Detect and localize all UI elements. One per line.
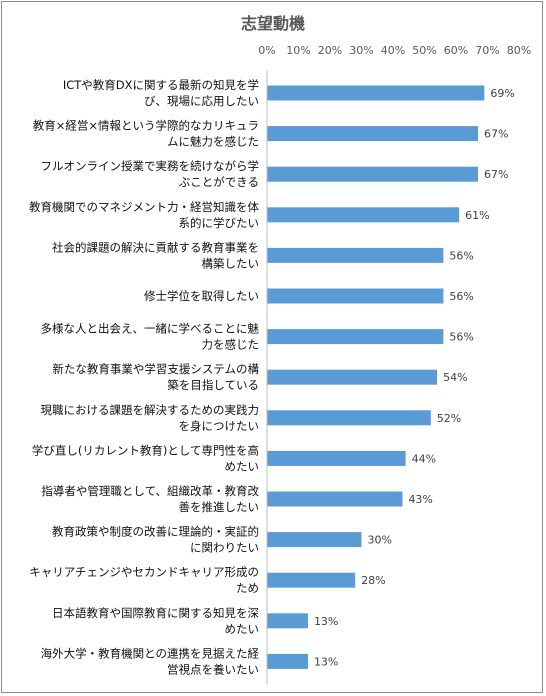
category-label: 指導者や管理職として、組織改革・教育改善を推進したい — [41, 484, 259, 514]
data-label: 56% — [449, 290, 473, 303]
bar — [267, 247, 444, 263]
data-label: 56% — [449, 331, 473, 344]
x-tick-label: 80% — [507, 44, 531, 57]
x-tick-label: 60% — [444, 44, 468, 57]
data-label: 13% — [314, 655, 338, 668]
data-label: 67% — [484, 168, 508, 181]
x-tick-label: 20% — [318, 44, 342, 57]
bar — [267, 126, 479, 142]
bar — [267, 491, 403, 507]
bar — [267, 85, 485, 101]
value-labels: 69% 67% 67% 61% 56% 56% 56% 54% 52% 44% 43% 30% 28% 1… — [314, 87, 515, 668]
bar — [267, 613, 308, 629]
category-label: 新たな教育事業や学習支援システムの構築を目指している — [52, 362, 259, 392]
category-label: 教育機関でのマネジメント力・経営知識を体系的に学びたい — [29, 200, 259, 230]
bar — [267, 207, 460, 223]
bar — [267, 369, 438, 385]
bar — [267, 572, 356, 588]
x-tick-label: 30% — [349, 44, 373, 57]
bar — [267, 532, 362, 548]
data-label: 44% — [412, 452, 436, 465]
x-axis-ticks: 0% 10% 20% 30% 40% 50% 60% 70% 80% — [258, 44, 531, 57]
data-label: 67% — [484, 128, 508, 141]
category-label: キャリアチェンジやセカンドキャリア形成のため — [29, 565, 259, 595]
category-label: 社会的課題の解決に貢献する教育事業を構築したい — [52, 240, 259, 270]
x-tick-label: 50% — [412, 44, 436, 57]
x-tick-label: 0% — [258, 44, 275, 57]
category-label: 現職における課題を解決するための実践力を身につけたい — [41, 403, 260, 433]
x-tick-label: 10% — [286, 44, 310, 57]
category-label: 教育×経営×情報という学際的なカリキュラムに魅力を感じた — [33, 119, 259, 149]
category-label: 多様な人と出会え、一緒に学べることに魅力を感じた — [41, 322, 260, 352]
bar — [267, 410, 431, 426]
bar — [267, 450, 406, 466]
data-label: 13% — [314, 615, 338, 628]
data-label: 52% — [437, 412, 461, 425]
category-label: 海外大学・教育機関との連携を見据えた経営視点を養いたい — [41, 646, 260, 676]
data-label: 30% — [368, 534, 392, 547]
bars — [267, 85, 485, 669]
category-label: 日本語教育や国際教育に関する知見を深めたい — [52, 606, 259, 636]
category-labels: ICTや教育DXに関する最新の知見を学び、現場に応用したい教育×経営×情報という… — [29, 78, 259, 676]
bar — [267, 329, 444, 345]
bar — [267, 653, 308, 669]
category-label: 学び直し(リカレント教育)として専門性を高めたい — [32, 443, 259, 473]
x-tick-label: 40% — [381, 44, 405, 57]
data-label: 56% — [449, 249, 473, 262]
x-tick-label: 70% — [475, 44, 499, 57]
bar — [267, 166, 479, 182]
category-label: 教育政策や制度の改善に理論的・実証的に関わりたい — [52, 525, 259, 555]
data-label: 54% — [443, 371, 467, 384]
category-label: フルオンライン授業で実務を続けながら学ぶことができる — [41, 159, 260, 189]
category-label: 修士学位を取得したい — [144, 289, 259, 303]
data-label: 61% — [465, 209, 489, 222]
category-label: ICTや教育DXに関する最新の知見を学び、現場に応用したい — [63, 78, 259, 108]
data-label: 69% — [490, 87, 514, 100]
data-label: 43% — [408, 493, 432, 506]
chart-title: 志望動機 — [240, 14, 305, 33]
bar — [267, 288, 444, 304]
data-label: 28% — [361, 574, 385, 587]
